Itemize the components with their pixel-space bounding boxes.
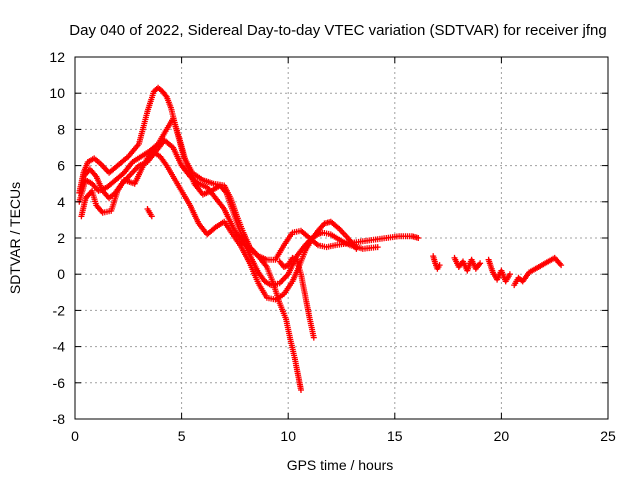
series-track-e [276,254,317,341]
data-point-marker [310,334,317,341]
x-axis-label: GPS time / hours [287,457,394,473]
y-tick-label: 0 [57,266,65,282]
chart-title: Day 040 of 2022, Sidereal Day-to-day VTE… [69,22,606,39]
y-tick-label: 2 [57,230,65,246]
y-tick-label: -6 [53,375,66,391]
data-point-marker [506,271,513,278]
x-tick-label: 5 [178,428,186,444]
series-track-i [485,256,513,285]
series-track-h [451,254,484,274]
series-track-d [80,137,304,393]
data-point-marker [558,262,565,269]
y-tick-label: -2 [53,302,66,318]
y-tick-label: 10 [49,85,65,101]
series-track-a [76,84,422,263]
y-tick-label: 8 [57,121,65,137]
data-point-marker [436,262,443,269]
data-point-marker [298,387,304,393]
data-point-marker [477,260,484,267]
y-tick-label: -4 [53,339,66,355]
x-tick-label: 20 [494,428,510,444]
x-tick-label: 25 [600,428,616,444]
series-track-f [144,206,155,220]
y-tick-label: 4 [57,194,65,210]
x-tick-label: 15 [387,428,403,444]
series-track-c [78,148,360,303]
y-axis-label: SDTVAR / TECUs [7,182,23,294]
axis-ticks: 0 5 10 15 20 25 -8 -6 -4 -2 0 2 4 6 8 10 12 [49,49,616,444]
x-tick-label: 0 [71,428,79,444]
data-point-marker [148,213,155,220]
data-point-marker [374,244,381,251]
data-point-marker [415,235,422,241]
x-tick-label: 10 [280,428,296,444]
series-track-g [430,253,443,272]
series-track-j [511,254,565,289]
data-marks [76,84,565,393]
y-tick-label: 6 [57,158,65,174]
y-tick-label: -8 [53,411,66,427]
y-tick-label: 12 [49,49,65,65]
data-point-marker [353,245,360,252]
data-point-marker [162,92,169,99]
